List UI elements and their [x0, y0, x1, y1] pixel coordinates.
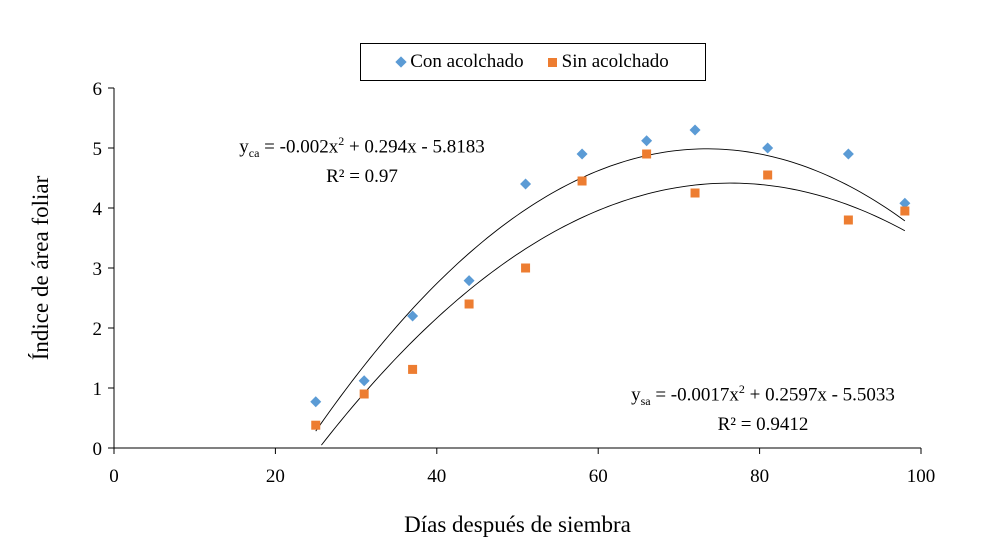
point-con-acolchado [463, 275, 475, 287]
point-con-acolchado [358, 375, 370, 387]
point-sin-acolchado [359, 389, 369, 399]
point-con-acolchado [689, 124, 701, 136]
x-tick-label: 100 [907, 466, 936, 487]
x-tick-label: 40 [427, 466, 446, 487]
y-tick-label: 4 [93, 199, 103, 220]
equation-con-acolchado: yca = -0.002x2 + 0.294x - 5.8183 R² = 0.… [222, 130, 502, 188]
point-con-acolchado [310, 396, 322, 408]
legend-marker-con-acolchado [395, 56, 407, 68]
point-con-acolchado [520, 178, 532, 190]
point-sin-acolchado [577, 176, 587, 186]
point-sin-acolchado [311, 420, 321, 430]
x-axis-title: Días después de siembra [404, 512, 631, 537]
y-tick-label: 3 [93, 259, 103, 280]
equation-sin-acolchado: ysa = -0.0017x2 + 0.2597x - 5.5033 R² = … [611, 378, 915, 436]
r2-con-acolchado: R² = 0.97 [326, 166, 398, 188]
legend-label-con-acolchado: Con acolchado [410, 51, 524, 72]
point-sin-acolchado [464, 299, 474, 309]
point-con-acolchado [899, 197, 911, 209]
y-tick-label: 0 [93, 439, 103, 460]
point-sin-acolchado [900, 206, 910, 216]
y-tick-label: 2 [93, 319, 103, 340]
point-sin-acolchado [408, 364, 418, 374]
x-tick-label: 0 [109, 466, 119, 487]
point-con-acolchado [576, 148, 588, 160]
point-sin-acolchado [521, 263, 531, 273]
equation-line-sin-acolchado: ysa = -0.0017x2 + 0.2597x - 5.5033 [631, 382, 895, 409]
trendline-con-acolchado [315, 148, 906, 432]
x-tick-label: 20 [266, 466, 285, 487]
point-con-acolchado [842, 148, 854, 160]
r2-sin-acolchado: R² = 0.9412 [717, 414, 809, 436]
point-sin-acolchado [690, 188, 700, 198]
point-sin-acolchado [642, 149, 652, 159]
y-tick-label: 5 [93, 139, 103, 160]
legend-item-sin-acolchado: Sin acolchado [547, 51, 669, 73]
x-tick-label: 80 [750, 466, 769, 487]
point-sin-acolchado [843, 215, 853, 225]
y-axis-title: Índice de área foliar [28, 175, 53, 360]
legend-label-sin-acolchado: Sin acolchado [561, 51, 669, 72]
y-tick-label: 6 [93, 79, 103, 100]
point-sin-acolchado [763, 170, 773, 180]
point-con-acolchado [762, 142, 774, 154]
point-con-acolchado [407, 310, 419, 322]
trendline-sin-acolchado [321, 182, 906, 446]
y-tick-label: 1 [93, 379, 103, 400]
x-tick-label: 60 [589, 466, 608, 487]
legend-marker-sin-acolchado [547, 57, 557, 67]
point-con-acolchado [641, 135, 653, 147]
legend-item-con-acolchado: Con acolchado [395, 51, 524, 73]
legend: Con acolchado Sin acolchado [360, 43, 706, 81]
equation-line-con-acolchado: yca = -0.002x2 + 0.294x - 5.8183 [239, 134, 485, 161]
